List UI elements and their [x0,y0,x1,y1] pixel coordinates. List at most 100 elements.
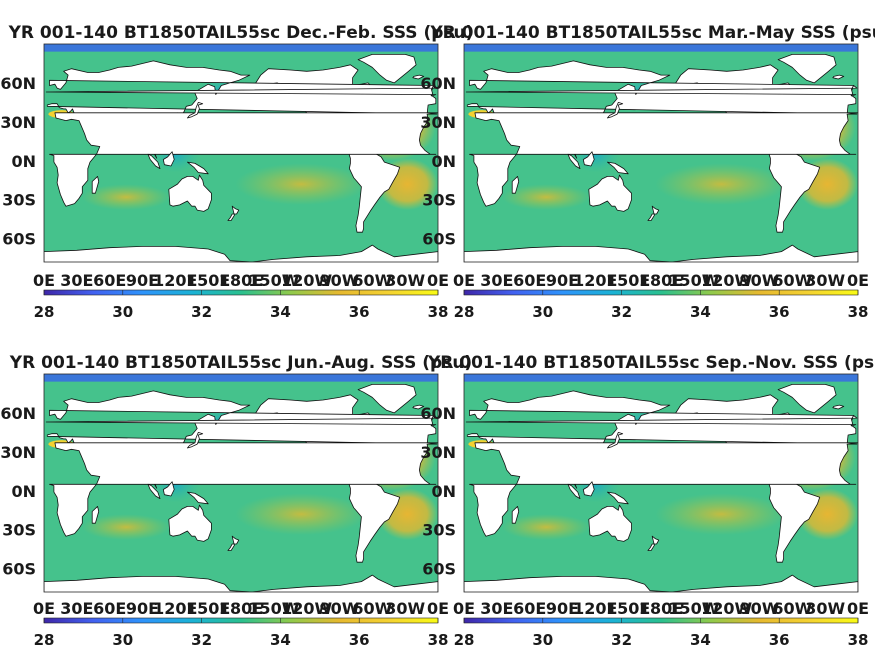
land-japan [607,102,624,119]
y-tick-label: 30N [420,113,456,132]
colorbar-tick-label: 28 [34,303,55,321]
land-south-america [347,144,401,233]
x-tick-label: 120W [701,599,752,618]
sss-field [464,44,858,262]
x-tick-label: 60W [352,271,392,290]
south-pacific-subtropical-gyre [655,163,787,205]
y-tick-label: 30S [422,521,456,540]
x-tick-label: 30W [805,599,845,618]
land-sumatra [567,483,581,500]
colorbar-tick-label: 34 [270,631,291,649]
x-tick-label: 0E [427,599,449,618]
land-australia [168,174,212,212]
x-tick-label: 150W [668,271,719,290]
x-tick-label: 150E [186,271,230,290]
x-tick-label: 150E [606,599,650,618]
land-africa [49,442,438,537]
panel-title: YR 001-140 BT1850TAIL55sc Sep.-Nov. SSS … [427,353,875,373]
x-tick-label: 30E [60,271,93,290]
colorbar-tick-label: 32 [191,631,212,649]
x-tick-label: 30W [385,271,425,290]
land-new-guinea [186,161,209,175]
colorbar-tick-label: 36 [769,303,790,321]
land-iceland [412,404,425,410]
colorbar [43,617,439,624]
land-new-zealand [647,205,660,221]
arctic-fresh-band [44,374,438,382]
x-tick-label: 30E [60,599,93,618]
colorbar-tick-label: 34 [270,303,291,321]
x-tick-label: 150W [248,599,299,618]
y-tick-label: 30N [0,113,36,132]
map-border [463,43,859,263]
land-africa [469,112,858,207]
x-tick-label: 30E [480,599,513,618]
colorbar-tick-label: 34 [690,303,711,321]
y-tick-label: 60S [422,560,456,579]
y-tick-label: 0N [11,482,36,501]
x-tick-label: 60W [772,599,812,618]
map-panel: YR 001-140 BT1850TAIL55sc Dec.-Feb. SSS … [0,23,473,321]
colorbar-tick-label: 32 [191,303,212,321]
colorbar-tick-label: 30 [112,631,133,649]
x-tick-label: 60E [93,271,126,290]
land-great-britain [45,85,438,97]
colorbar-tick-label: 28 [454,631,475,649]
land-borneo [162,151,175,167]
land-madagascar [511,175,520,194]
land-japan [607,431,624,449]
colorbar-tick-label: 32 [611,631,632,649]
land-australia [588,504,632,542]
colorbar-tick-label: 32 [611,303,632,321]
panel-title: YR 001-140 BT1850TAIL55sc Dec.-Feb. SSS … [8,23,474,43]
x-tick-label: 180E [639,599,683,618]
map-panel: YR 001-140 BT1850TAIL55sc Sep.-Nov. SSS … [420,353,875,649]
x-tick-label: 0E [453,271,475,290]
colorbar-tick-label: 38 [428,303,449,321]
map-panel: YR 001-140 BT1850TAIL55sc Mar.-May SSS (… [420,23,875,321]
land-madagascar [91,505,100,524]
y-tick-label: 0N [11,152,36,171]
colorbar-tick-label: 28 [454,303,475,321]
x-tick-label: 30W [805,271,845,290]
x-tick-label: 150W [668,599,719,618]
map-panel: YR 001-140 BT1850TAIL55sc Jun.-Aug. SSS … [0,353,472,649]
y-tick-label: 30S [422,191,456,210]
x-tick-label: 120E [153,599,197,618]
colorbar-tick-label: 30 [112,303,133,321]
land-antarctica [464,244,858,262]
colorbar-tick-label: 30 [532,303,553,321]
x-tick-label: 180E [219,271,263,290]
x-tick-label: 90W [320,271,360,290]
land-south-america [767,144,821,233]
land-antarctica [44,574,438,592]
x-tick-label: 90W [320,599,360,618]
south-indian-subtropical-gyre [502,514,590,541]
land-sumatra [567,153,581,170]
x-tick-label: 120W [281,599,332,618]
x-tick-label: 0E [847,271,869,290]
x-tick-label: 60W [352,599,392,618]
south-indian-subtropical-gyre [82,184,170,211]
land-greenland [777,383,837,414]
x-tick-label: 30W [385,599,425,618]
land-great-britain [465,415,858,427]
x-tick-label: 90E [546,271,579,290]
south-pacific-subtropical-gyre [235,493,367,535]
land-iceland [832,404,845,410]
y-tick-label: 30N [420,443,456,462]
colorbar-tick-label: 34 [690,631,711,649]
south-pacific-subtropical-gyre [655,493,787,535]
land-iceland [832,74,845,80]
panel-title: YR 001-140 BT1850TAIL55sc Jun.-Aug. SSS … [9,353,472,373]
x-tick-label: 120E [573,271,617,290]
land-japan [186,102,204,119]
x-tick-label: 90E [126,271,159,290]
land-new-guinea [607,161,629,175]
south-pacific-subtropical-gyre [235,163,367,205]
land-greenland [777,54,837,84]
land-great-britain [45,415,438,427]
sss-field [44,374,438,592]
x-tick-label: 90E [126,599,159,618]
